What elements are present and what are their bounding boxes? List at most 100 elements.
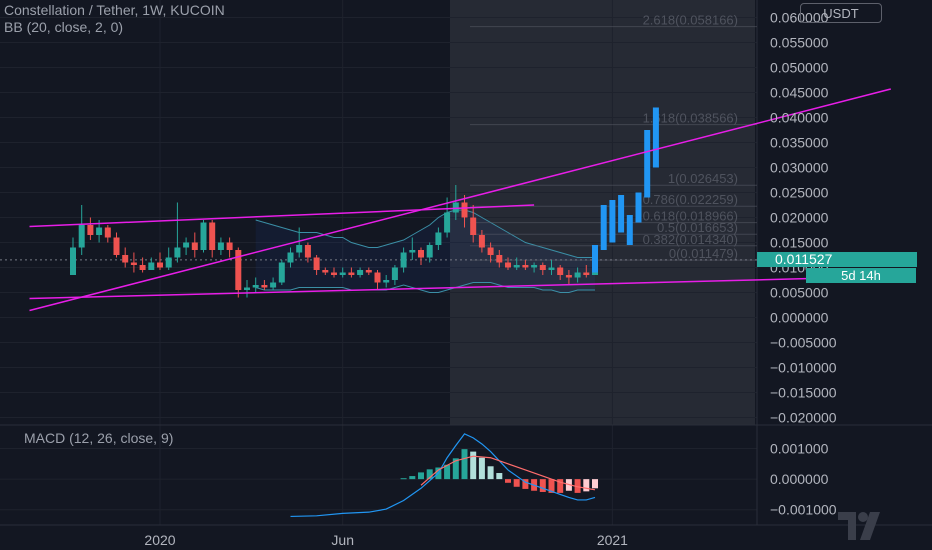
- candle-body: [435, 232, 442, 245]
- candle-body: [296, 245, 303, 253]
- candle-body: [539, 265, 546, 270]
- candle-body: [252, 285, 259, 288]
- price-axis-label: 0.020000: [770, 210, 829, 226]
- last-price-tag: 0.011527: [757, 251, 917, 267]
- price-axis-label: −0.005000: [770, 335, 837, 351]
- candle-body: [96, 227, 103, 235]
- candle-body: [104, 227, 111, 238]
- candle-body: [574, 272, 581, 278]
- macd-histogram-bar: [444, 464, 451, 480]
- price-axis-label: −0.015000: [770, 385, 837, 401]
- macd-histogram-bar: [574, 479, 581, 493]
- price-axis-label: 0.030000: [770, 160, 829, 176]
- candle-body: [365, 270, 372, 273]
- candle-body: [496, 255, 503, 263]
- candle-body: [209, 222, 216, 250]
- macd-histogram-bar: [409, 476, 416, 480]
- currency-button[interactable]: USDT: [800, 3, 882, 23]
- fibonacci-level-label: 1(0.026453): [668, 171, 738, 186]
- macd-histogram-bar: [478, 457, 485, 480]
- price-axis-label: −0.010000: [770, 360, 837, 376]
- candle-body: [157, 262, 163, 268]
- trend-line: [29, 88, 891, 312]
- candle-body: [278, 262, 285, 283]
- candle-body: [487, 247, 494, 255]
- bollinger-indicator-label[interactable]: BB (20, close, 2, 0): [4, 19, 124, 35]
- fibonacci-level-label: 0(0.011479): [669, 246, 738, 261]
- candle-body: [217, 242, 224, 250]
- macd-histogram-bar: [426, 469, 433, 480]
- candle-body: [304, 245, 311, 258]
- macd-histogram-bar: [505, 479, 511, 483]
- fibonacci-level-label: 0.382(0.014340): [643, 232, 738, 247]
- candle-body: [531, 265, 538, 268]
- candle-body: [513, 265, 520, 268]
- candle-body: [139, 265, 146, 270]
- candle-body: [478, 235, 485, 248]
- candle-body: [374, 272, 381, 283]
- fibonacci-level-label: 0.786(0.022259): [643, 192, 738, 207]
- candle-body: [391, 267, 398, 280]
- macd-histogram-bar: [400, 478, 407, 480]
- macd-histogram-bar: [539, 479, 546, 492]
- macd-histogram-bar: [592, 479, 598, 489]
- candle-body: [452, 202, 459, 213]
- macd-histogram-bar: [548, 479, 555, 493]
- bar-countdown-tag: 5d 14h: [806, 268, 916, 283]
- candle-body: [426, 245, 433, 258]
- candle-body: [444, 212, 451, 233]
- fibonacci-level-label: 0.618(0.018966): [643, 209, 738, 224]
- tradingview-logo-icon[interactable]: [836, 506, 882, 546]
- macd-histogram-bar: [487, 466, 494, 480]
- time-axis-label: Jun: [331, 532, 354, 548]
- candle-body: [235, 250, 242, 290]
- projection-bar: [644, 130, 651, 198]
- trend-line: [29, 204, 535, 228]
- price-axis-label: 0.005000: [770, 285, 829, 301]
- candle-body: [548, 267, 555, 270]
- candle-body: [331, 272, 337, 275]
- price-axis-label: 0.040000: [770, 110, 829, 126]
- candle-body: [165, 257, 172, 268]
- macd-histogram-bar: [522, 479, 529, 489]
- price-axis-label: 0.045000: [770, 85, 829, 101]
- candle-body: [270, 282, 277, 288]
- candle-body: [113, 237, 120, 255]
- candle-body: [191, 242, 198, 250]
- candle-body: [70, 247, 76, 275]
- candle-body: [313, 257, 320, 270]
- candle-body: [522, 265, 529, 268]
- candle-body: [418, 250, 424, 258]
- price-axis-label: 0.025000: [770, 185, 829, 201]
- fibonacci-level-label: 2.618(0.058166): [643, 13, 738, 28]
- candle-body: [200, 222, 207, 250]
- symbol-title[interactable]: Constellation / Tether, 1W, KUCOIN: [4, 2, 225, 18]
- time-axis-label: 2021: [597, 532, 628, 548]
- candle-body: [244, 287, 250, 290]
- macd-histogram-bar: [557, 479, 564, 493]
- macd-histogram-bar: [470, 451, 477, 480]
- candle-body: [383, 280, 390, 283]
- candle-body: [87, 225, 94, 235]
- macd-indicator-label[interactable]: MACD (12, 26, close, 9): [24, 430, 174, 446]
- projection-bar: [609, 200, 616, 243]
- macd-histogram-bar: [452, 458, 459, 480]
- macd-axis-label: 0.001000: [770, 441, 829, 457]
- time-axis-label: 2020: [144, 532, 175, 548]
- candle-body: [583, 272, 590, 275]
- fibonacci-level-label: 0.5(0.016653): [657, 220, 738, 235]
- candle-body: [122, 255, 129, 263]
- candle-body: [183, 242, 190, 248]
- macd-line: [290, 433, 596, 518]
- projection-bar: [652, 107, 659, 168]
- macd-signal-line: [420, 455, 596, 491]
- candle-body: [357, 270, 364, 275]
- macd-histogram-bar: [418, 472, 424, 480]
- candle-body: [130, 262, 137, 265]
- projection-bar: [626, 215, 633, 245]
- candle-body: [322, 270, 329, 273]
- price-axis-label: 0.000000: [770, 310, 829, 326]
- projection-bar: [635, 192, 642, 223]
- candle-body: [78, 225, 85, 248]
